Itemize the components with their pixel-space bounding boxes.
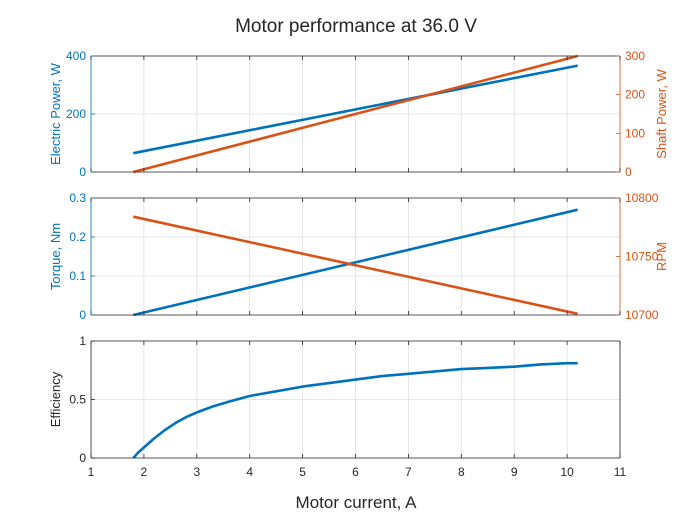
right-y-tick-label: 100 <box>625 126 645 140</box>
left-y-tick-label: 0 <box>79 165 86 179</box>
right-y-tick-label: 10750 <box>625 250 659 264</box>
left-y-tick-label: 0 <box>79 451 86 465</box>
x-tick-label: 3 <box>193 465 200 479</box>
right-series-line <box>133 215 578 316</box>
left-y-axis-label: Torque, Nm <box>48 223 63 290</box>
right-y-axis-label: RPM <box>654 242 669 271</box>
left-series-line <box>133 64 578 155</box>
left-y-tick-label: 0.1 <box>69 269 86 283</box>
x-axis-label: Motor current, A <box>296 493 418 512</box>
right-y-tick-label: 10700 <box>625 308 659 322</box>
right-y-tick-label: 0 <box>625 165 632 179</box>
x-tick-label: 5 <box>299 465 306 479</box>
left-series-line <box>133 208 578 317</box>
left-y-axis-label: Efficiency <box>48 371 63 427</box>
right-y-tick-label: 200 <box>625 88 645 102</box>
right-y-tick-label: 300 <box>625 49 645 63</box>
x-tick-label: 1 <box>88 465 95 479</box>
x-tick-label: 10 <box>560 465 574 479</box>
left-y-tick-label: 0 <box>79 308 86 322</box>
left-series-line <box>132 361 578 459</box>
x-tick-label: 8 <box>458 465 465 479</box>
subplot-2: 0 0.1 0.2 0.3 Torque, Nm 10700 10750 10800 RPM <box>48 191 669 322</box>
x-tick-label: 9 <box>511 465 518 479</box>
x-tick-label: 2 <box>141 465 148 479</box>
subplot-3: 1 2 3 4 5 6 7 8 9 10 11 0 0.5 1 Efficiency <box>48 334 627 479</box>
right-series-line <box>132 54 579 174</box>
x-tick-label: 4 <box>246 465 253 479</box>
left-y-tick-label: 0.5 <box>69 393 86 407</box>
left-y-tick-label: 400 <box>66 49 86 63</box>
left-y-tick-label: 200 <box>66 107 86 121</box>
left-y-axis-label: Electric Power, W <box>48 62 63 165</box>
right-y-tick-label: 10800 <box>625 191 659 205</box>
x-tick-label: 11 <box>614 465 627 479</box>
x-tick-label: 7 <box>405 465 412 479</box>
left-y-tick-label: 1 <box>79 334 86 348</box>
left-y-tick-label: 0.2 <box>69 230 86 244</box>
left-y-tick-label: 0.3 <box>69 191 86 205</box>
right-y-axis-label: Shaft Power, W <box>654 68 669 158</box>
x-tick-label: 6 <box>352 465 359 479</box>
chart-title: Motor performance at 36.0 V <box>235 16 477 37</box>
